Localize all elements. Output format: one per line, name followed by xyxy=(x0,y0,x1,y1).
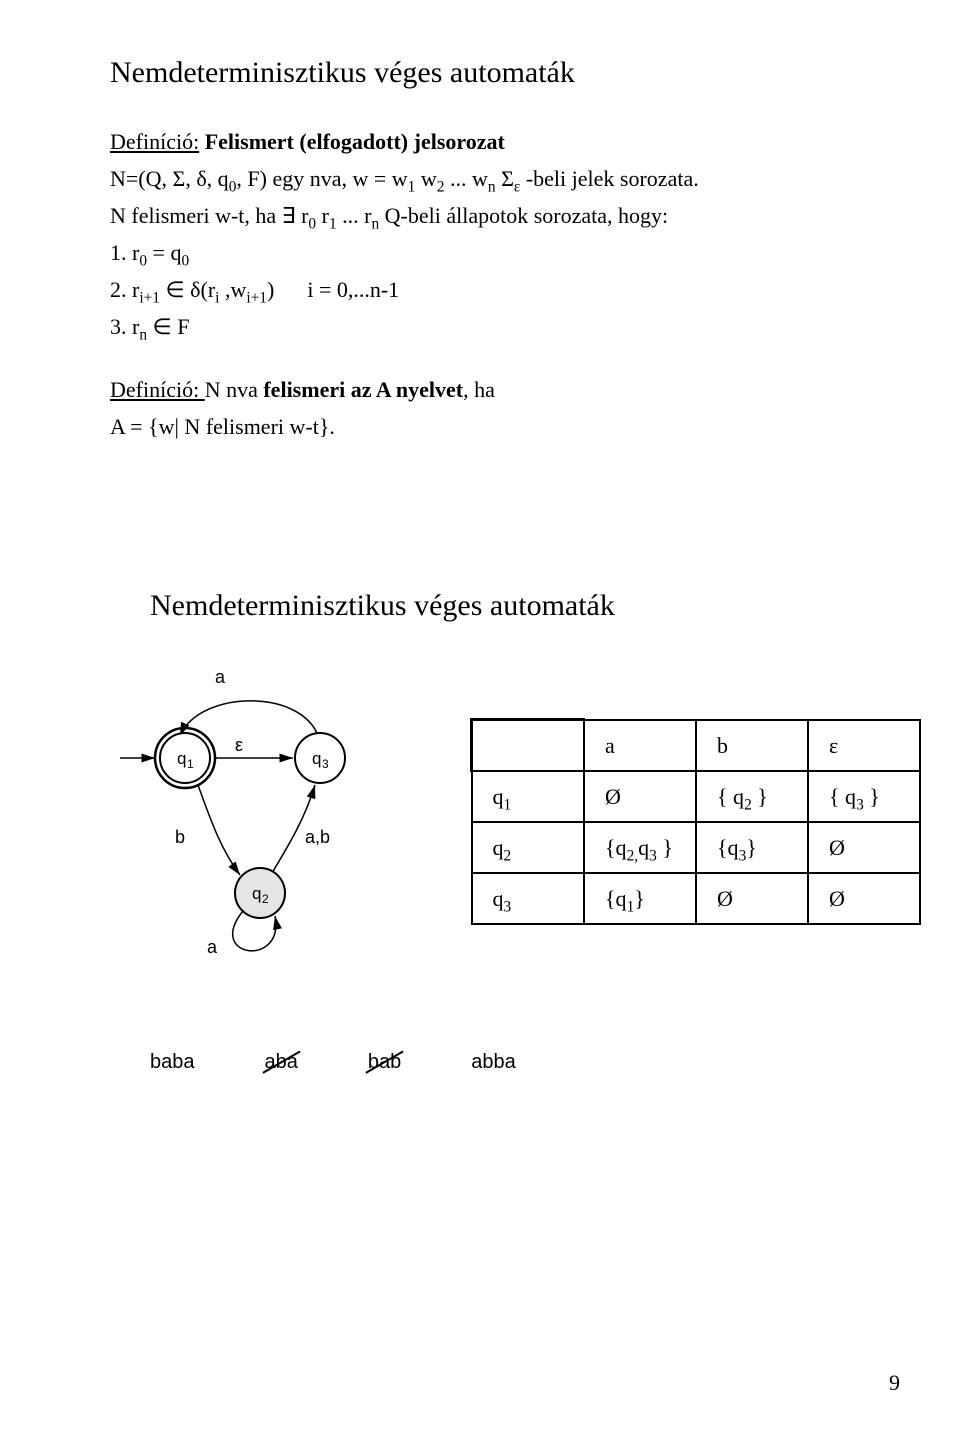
word-item: abba xyxy=(471,1047,516,1077)
line-felismeri: N felismeri w-t, ha ∃ r0 r1 ... rn Q-bel… xyxy=(110,199,870,232)
definition-1-heading: Definíció: Felismert (elfogadott) jelsor… xyxy=(110,125,870,158)
title-big: automaták xyxy=(450,56,575,89)
cell: { q2 } xyxy=(696,771,808,822)
automaton-diagram: a q 1 ε q 3 b a,b q 2 xyxy=(110,668,410,997)
sub: i+1 xyxy=(246,289,267,306)
words-row: baba aba bab abba xyxy=(150,1047,870,1077)
transition-table: a b ε q1 Ø { q2 } { q3 } q2 {q2,q3 } {q3… xyxy=(470,718,921,925)
def2-label: Definíció: xyxy=(110,377,205,402)
row-label: q2 xyxy=(472,822,585,873)
sub: n xyxy=(488,178,496,195)
table-header: a xyxy=(584,720,696,771)
rule-1: 1. r0 = q0 xyxy=(110,236,870,269)
rule-3: 3. rn ∈ F xyxy=(110,310,870,343)
t: = q xyxy=(147,240,181,265)
svg-text:1: 1 xyxy=(187,757,194,771)
t: w xyxy=(415,166,436,191)
t: 1. r xyxy=(110,240,139,265)
word-item: aba xyxy=(265,1047,298,1077)
sub: 0 xyxy=(181,252,189,269)
t: N nva xyxy=(205,377,264,402)
t: Q-beli állapotok sorozata, hogy: xyxy=(379,203,668,228)
table-corner xyxy=(472,720,585,771)
t: r xyxy=(296,203,309,228)
line-n: N=(Q, Σ, δ, q0, F) egy nva, w = w1 w2 ..… xyxy=(110,162,870,195)
t: N=(Q, Σ, δ, q xyxy=(110,166,229,191)
t: i = 0,...n-1 xyxy=(274,277,399,302)
t: , ha xyxy=(463,377,495,402)
svg-text:a: a xyxy=(207,937,218,957)
table-header: ε xyxy=(808,720,920,771)
definition-2-line2: A = {w| N felismeri w-t}. xyxy=(110,410,870,443)
table-row: q2 {q2,q3 } {q3} Ø xyxy=(472,822,921,873)
page-title: Nemdeterminisztikus véges automaták xyxy=(110,50,870,95)
t: ∈ δ(r xyxy=(160,277,215,302)
sub: n xyxy=(139,326,147,343)
t: ... w xyxy=(444,166,487,191)
table-row: q3 {q1} Ø Ø xyxy=(472,873,921,924)
svg-text:a,b: a,b xyxy=(305,827,330,847)
node-q1: q xyxy=(177,749,186,768)
t: ... r xyxy=(337,203,372,228)
t: felismeri az A nyelvet xyxy=(263,377,463,402)
cell: {q2,q3 } xyxy=(584,822,696,873)
t: A = {w| N felismeri w-t}. xyxy=(110,414,335,439)
word-item: baba xyxy=(150,1047,195,1077)
t: ∈ F xyxy=(147,314,189,339)
t: Σ xyxy=(496,166,514,191)
def1-text: Felismert (elfogadott) jelsorozat xyxy=(199,129,505,154)
cell: {q3} xyxy=(696,822,808,873)
rule-2: 2. ri+1 ∈ δ(ri ,wi+1) i = 0,...n-1 xyxy=(110,273,870,306)
sub: i+1 xyxy=(139,289,160,306)
def-label: Definíció: xyxy=(110,129,199,154)
t: 2. r xyxy=(110,277,139,302)
sub: 0 xyxy=(308,215,316,232)
definition-2-line1: Definíció: N nva felismeri az A nyelvet,… xyxy=(110,373,870,406)
t: N felismeri w-t, ha xyxy=(110,203,282,228)
automaton-row: a q 1 ε q 3 b a,b q 2 xyxy=(110,668,870,997)
t: r xyxy=(316,203,329,228)
cell: Ø xyxy=(696,873,808,924)
t: , F) egy nva, w = w xyxy=(236,166,407,191)
title-plain: Nemdeterminisztikus véges xyxy=(110,56,450,89)
cell: Ø xyxy=(808,822,920,873)
svg-text:2: 2 xyxy=(262,892,269,906)
t: -beli jelek sorozata. xyxy=(520,166,698,191)
svg-text:a: a xyxy=(215,667,226,687)
sub: 1 xyxy=(329,215,337,232)
page-number: 9 xyxy=(889,1366,900,1399)
word-item: bab xyxy=(368,1047,401,1077)
cell: {q1} xyxy=(584,873,696,924)
t: ,w xyxy=(219,277,246,302)
table-header: b xyxy=(696,720,808,771)
sub: 0 xyxy=(139,252,147,269)
table-row: q1 Ø { q2 } { q3 } xyxy=(472,771,921,822)
svg-text:3: 3 xyxy=(322,757,329,771)
svg-text:b: b xyxy=(175,827,185,847)
row-label: q3 xyxy=(472,873,585,924)
row-label: q1 xyxy=(472,771,585,822)
subheading: Nemdeterminisztikus véges automaták xyxy=(150,583,870,628)
cell: Ø xyxy=(808,873,920,924)
exists-symbol: ∃ xyxy=(282,203,296,228)
t: 3. r xyxy=(110,314,139,339)
svg-text:ε: ε xyxy=(235,735,243,755)
cell: { q3 } xyxy=(808,771,920,822)
cell: Ø xyxy=(584,771,696,822)
node-q2: q xyxy=(252,884,261,903)
node-q3: q xyxy=(312,749,321,768)
